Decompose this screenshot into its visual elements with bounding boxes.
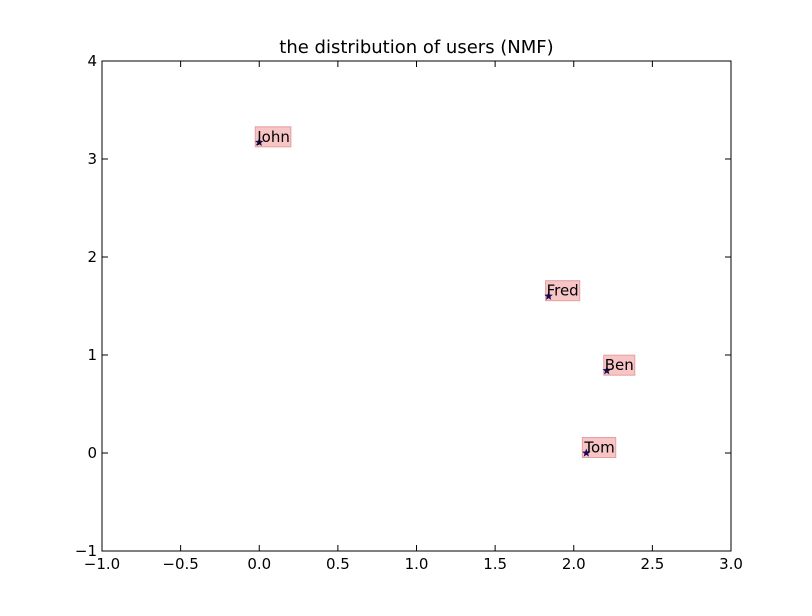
point-label-box	[545, 280, 581, 302]
y-tick-label: 3	[87, 150, 97, 168]
point-label-box	[581, 437, 617, 458]
x-tick-label: −1.0	[84, 555, 120, 573]
star-marker	[254, 137, 264, 146]
star-marker	[602, 366, 612, 375]
x-tick-label: 1.5	[483, 555, 507, 573]
x-tick-label: 1.0	[405, 555, 429, 573]
y-tick-label: 1	[87, 346, 97, 364]
star-marker	[582, 448, 591, 457]
point-label-box	[603, 354, 636, 376]
x-tick-label: 0.0	[247, 555, 271, 573]
y-tick-label: 2	[87, 248, 97, 266]
x-tick-label: 2.0	[562, 555, 586, 573]
point-label: Fred	[547, 282, 579, 300]
x-axis: −1.0 −0.5 0.0 0.5 1.0 1.5 2.0 2.5 3.0	[84, 61, 743, 573]
star-marker	[544, 291, 553, 300]
y-tick-label: −1	[75, 542, 97, 560]
plot-frame	[101, 60, 732, 552]
y-tick-label: 4	[87, 52, 97, 70]
x-tick-label: 3.0	[719, 555, 743, 573]
y-tick-label: 0	[87, 444, 97, 462]
x-tick-label: 0.5	[326, 555, 350, 573]
point-label-box	[254, 126, 292, 148]
x-tick-label: −0.5	[162, 555, 198, 573]
data-points: John Fred Ben Tom	[254, 126, 636, 458]
data-point: John	[254, 126, 292, 148]
y-axis: −1 0 1 2 3 4	[75, 52, 731, 560]
x-tick-label: 2.5	[640, 555, 664, 573]
point-label: Ben	[605, 356, 634, 374]
data-point: Fred	[544, 280, 581, 302]
chart-title: the distribution of users (NMF)	[279, 37, 553, 58]
point-label: John	[256, 128, 290, 146]
data-point: Ben	[602, 354, 636, 376]
data-point: Tom	[581, 437, 617, 458]
point-label: Tom	[583, 439, 614, 457]
